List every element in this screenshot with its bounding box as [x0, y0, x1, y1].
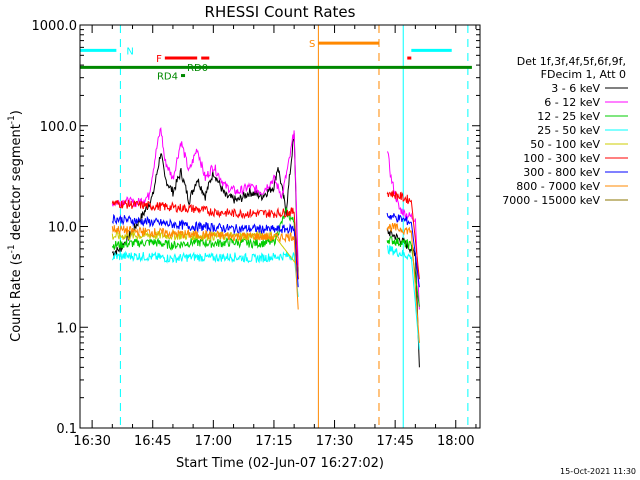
- series-6-segment-1: [386, 212, 420, 288]
- series-3-segment-0: [111, 250, 299, 297]
- series-7: [111, 222, 420, 343]
- x-tick-label-4: 17:30: [316, 434, 353, 449]
- flag-label-2: S: [309, 39, 315, 50]
- y-axis-label-end: ): [9, 110, 24, 115]
- legend-label-0: 3 - 6 keV: [551, 82, 600, 95]
- series-2-segment-0: [111, 207, 299, 280]
- flag-label-1: F: [156, 54, 162, 65]
- series-0-segment-0: [111, 132, 299, 280]
- series-6: [111, 212, 420, 288]
- series-3: [111, 245, 420, 350]
- y-axis: 0.1 1.0 10.0 100.0 1000.0: [32, 19, 480, 437]
- series-0-segment-1: [386, 227, 420, 368]
- legend-label-7: 800 - 7000 keV: [516, 180, 600, 193]
- x-tick-label-1: 16:45: [134, 434, 171, 449]
- chart-title: RHESSI Count Rates: [205, 3, 356, 21]
- y-axis-label: Count Rate (s-1 detector segment-1): [7, 110, 24, 342]
- y-axis-label-main: Count Rate (s: [9, 253, 24, 342]
- y-tick-label-4: 1000.0: [32, 19, 78, 34]
- series-1-segment-1: [387, 151, 420, 310]
- y-tick-label-2: 10.0: [48, 221, 77, 236]
- y-axis-label-exp: -1: [7, 244, 17, 253]
- y-tick-label-3: 100.0: [40, 120, 77, 135]
- legend-header-0: Det 1f,3f,4f,5f,6f,9f,: [517, 55, 626, 68]
- flag-label-5: RD4: [157, 72, 178, 83]
- legend-header-1: FDecim 1, Att 0: [541, 68, 626, 81]
- y-tick-label-0: 0.1: [56, 422, 77, 437]
- series-6-segment-0: [111, 213, 299, 288]
- series-7-segment-0: [111, 225, 299, 310]
- legend-label-4: 50 - 100 keV: [530, 138, 600, 151]
- x-tick-label-0: 16:30: [73, 434, 110, 449]
- y-tick-label-1: 1.0: [56, 321, 77, 336]
- flag-label-4: RD0: [187, 63, 208, 74]
- series-0: [111, 132, 420, 368]
- flag-bars: N F S RD0 RD4: [80, 39, 472, 83]
- legend-label-8: 7000 - 15000 keV: [502, 194, 600, 207]
- y-axis-label-exp2: -1: [7, 115, 17, 124]
- x-axis-label: Start Time (02-Jun-07 16:27:02): [176, 456, 384, 471]
- legend-label-5: 100 - 300 keV: [523, 152, 600, 165]
- data-series: [111, 126, 420, 368]
- legend-label-3: 25 - 50 keV: [537, 124, 600, 137]
- flag-label-0: N: [126, 46, 133, 57]
- series-3-segment-1: [386, 245, 420, 350]
- series-5-segment-0: [111, 199, 299, 280]
- x-tick-label-3: 17:15: [255, 434, 292, 449]
- legend-label-1: 6 - 12 keV: [544, 96, 600, 109]
- x-axis: 16:30 16:45 17:00 17:15 17:30 17:45 18:00: [73, 25, 477, 449]
- y-axis-label-mid: detector segment: [9, 124, 24, 244]
- series-5: [111, 190, 420, 280]
- legend-label-6: 300 - 800 keV: [523, 166, 600, 179]
- legend-label-2: 12 - 25 keV: [537, 110, 600, 123]
- x-tick-label-6: 18:00: [437, 434, 474, 449]
- x-tick-label-5: 17:45: [376, 434, 413, 449]
- x-tick-label-2: 17:00: [195, 434, 232, 449]
- series-7-segment-1: [386, 222, 420, 343]
- series-1: [111, 126, 420, 310]
- legend: Det 1f,3f,4f,5f,6f,9f,FDecim 1, Att 03 -…: [502, 55, 628, 207]
- series-1-segment-0: [111, 126, 299, 267]
- series-5-segment-1: [386, 190, 420, 280]
- footer-date: 15-Oct-2021 11:30: [560, 467, 636, 476]
